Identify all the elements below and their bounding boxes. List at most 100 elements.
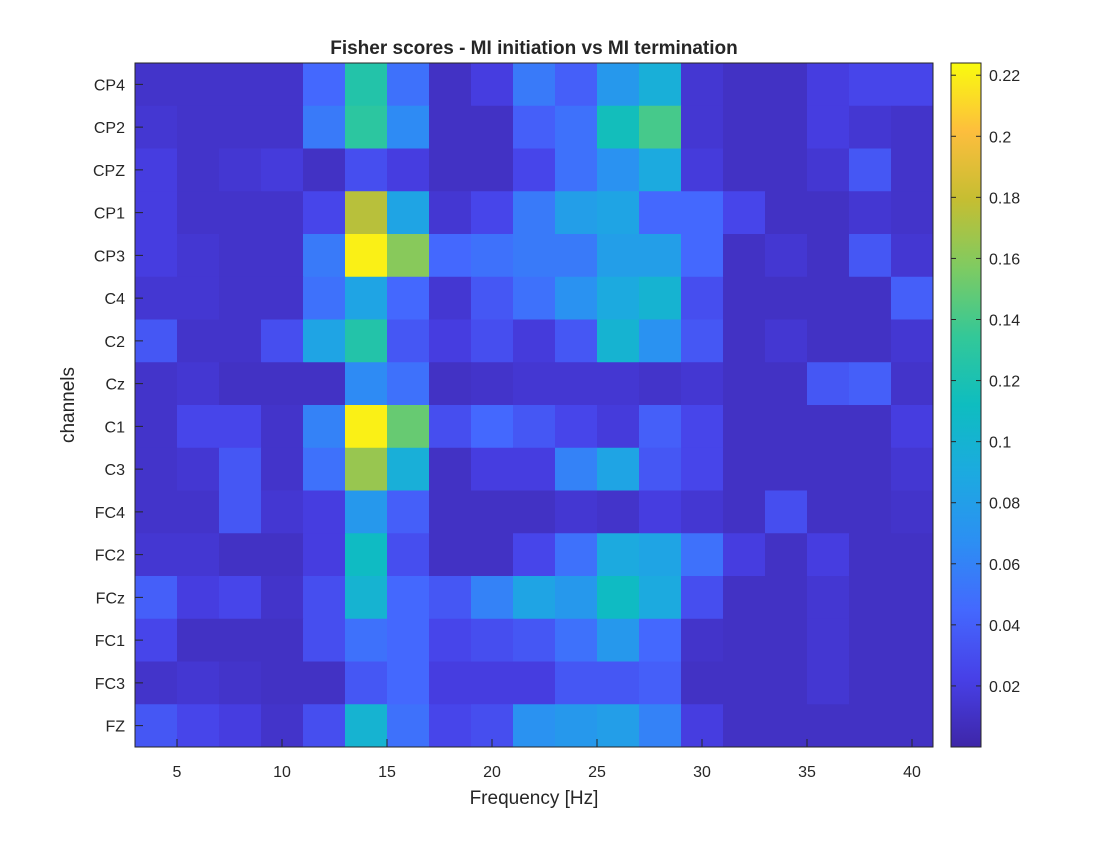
heatmap-cell bbox=[177, 661, 220, 705]
heatmap-cell bbox=[765, 704, 808, 748]
heatmap-cell bbox=[261, 319, 304, 363]
heatmap-cell bbox=[849, 191, 892, 235]
heatmap-cell bbox=[429, 661, 472, 705]
heatmap-cell bbox=[765, 661, 808, 705]
heatmap-cell bbox=[639, 319, 682, 363]
heatmap-cell bbox=[513, 405, 556, 449]
heatmap-cell bbox=[513, 661, 556, 705]
heatmap-cell bbox=[597, 105, 640, 149]
heatmap-cell bbox=[639, 191, 682, 235]
heatmap-cell bbox=[387, 704, 430, 748]
heatmap-cell bbox=[597, 576, 640, 620]
heatmap-cell bbox=[471, 447, 514, 491]
heatmap-cell bbox=[639, 105, 682, 149]
colorbar-tick-label: 0.2 bbox=[989, 129, 1011, 146]
y-axis-label: channels bbox=[58, 367, 79, 443]
heatmap-cell bbox=[681, 105, 724, 149]
heatmap-cell bbox=[303, 490, 346, 534]
heatmap-cell bbox=[807, 276, 850, 320]
heatmap-cell bbox=[597, 447, 640, 491]
heatmap-cell bbox=[303, 405, 346, 449]
heatmap-cell bbox=[723, 105, 766, 149]
y-tick-label: Cz bbox=[105, 377, 125, 394]
heatmap-cell bbox=[219, 105, 262, 149]
heatmap-cell bbox=[261, 63, 304, 107]
heatmap-cell bbox=[723, 618, 766, 662]
heatmap-cell bbox=[261, 105, 304, 149]
heatmap-cell bbox=[891, 661, 934, 705]
heatmap-cell bbox=[429, 447, 472, 491]
heatmap-cell bbox=[765, 276, 808, 320]
heatmap-cell bbox=[723, 447, 766, 491]
y-tick-label: C3 bbox=[105, 462, 126, 479]
heatmap-cell bbox=[345, 618, 388, 662]
heatmap-cell bbox=[429, 704, 472, 748]
heatmap-cell bbox=[639, 405, 682, 449]
heatmap-cell bbox=[597, 533, 640, 577]
heatmap-cell bbox=[765, 618, 808, 662]
heatmap-cell bbox=[807, 405, 850, 449]
heatmap-cell bbox=[681, 362, 724, 406]
heatmap-cell bbox=[891, 533, 934, 577]
heatmap-cell bbox=[219, 661, 262, 705]
heatmap-cell bbox=[681, 490, 724, 534]
heatmap-cell bbox=[219, 405, 262, 449]
heatmap-cell bbox=[891, 63, 934, 107]
heatmap-cell bbox=[513, 447, 556, 491]
heatmap-cell bbox=[639, 533, 682, 577]
colorbar-tick-label: 0.02 bbox=[989, 679, 1020, 696]
heatmap-cell bbox=[849, 63, 892, 107]
heatmap-cell bbox=[471, 405, 514, 449]
heatmap-cell bbox=[765, 533, 808, 577]
heatmap-cell bbox=[639, 276, 682, 320]
heatmap-cell bbox=[345, 704, 388, 748]
heatmap-cell bbox=[345, 63, 388, 107]
heatmap-cell bbox=[429, 105, 472, 149]
heatmap-cell bbox=[765, 362, 808, 406]
colorbar-tick-label: 0.16 bbox=[989, 251, 1020, 268]
heatmap-cell bbox=[765, 576, 808, 620]
heatmap-cell bbox=[597, 276, 640, 320]
heatmap-cell bbox=[345, 234, 388, 278]
heatmap-cell bbox=[261, 276, 304, 320]
heatmap-cell bbox=[849, 362, 892, 406]
heatmap-cell bbox=[177, 63, 220, 107]
heatmap-cell bbox=[177, 405, 220, 449]
heatmap-cell bbox=[429, 533, 472, 577]
heatmap-cell bbox=[303, 276, 346, 320]
x-tick-label: 30 bbox=[693, 764, 711, 781]
heatmap-cell bbox=[345, 490, 388, 534]
heatmap-cell bbox=[639, 490, 682, 534]
y-tick-label: CP3 bbox=[94, 248, 125, 265]
heatmap-cell bbox=[345, 533, 388, 577]
heatmap-cell bbox=[471, 191, 514, 235]
y-tick-label: CPZ bbox=[93, 163, 125, 180]
heatmap-cell bbox=[387, 319, 430, 363]
x-tick-label: 15 bbox=[378, 764, 396, 781]
heatmap-cell bbox=[681, 661, 724, 705]
heatmap-cell bbox=[555, 148, 598, 192]
heatmap-cell bbox=[387, 105, 430, 149]
heatmap-cell bbox=[261, 405, 304, 449]
heatmap-cell bbox=[723, 362, 766, 406]
heatmap-cell bbox=[429, 63, 472, 107]
heatmap-cell bbox=[807, 148, 850, 192]
heatmap-cell bbox=[513, 533, 556, 577]
heatmap-cell bbox=[429, 319, 472, 363]
heatmap-cell bbox=[471, 319, 514, 363]
heatmap-cell bbox=[849, 618, 892, 662]
heatmap-cell bbox=[681, 319, 724, 363]
heatmap-cell bbox=[849, 405, 892, 449]
x-axis-label: Frequency [Hz] bbox=[470, 788, 599, 809]
heatmap-cell bbox=[807, 447, 850, 491]
heatmap-cell bbox=[471, 533, 514, 577]
heatmap-cell bbox=[387, 447, 430, 491]
heatmap-cell bbox=[597, 148, 640, 192]
heatmap-cell bbox=[303, 618, 346, 662]
heatmap-cell bbox=[219, 191, 262, 235]
heatmap-cell bbox=[555, 191, 598, 235]
heatmap-cell bbox=[303, 105, 346, 149]
heatmap-cell bbox=[177, 191, 220, 235]
heatmap-cell bbox=[681, 63, 724, 107]
